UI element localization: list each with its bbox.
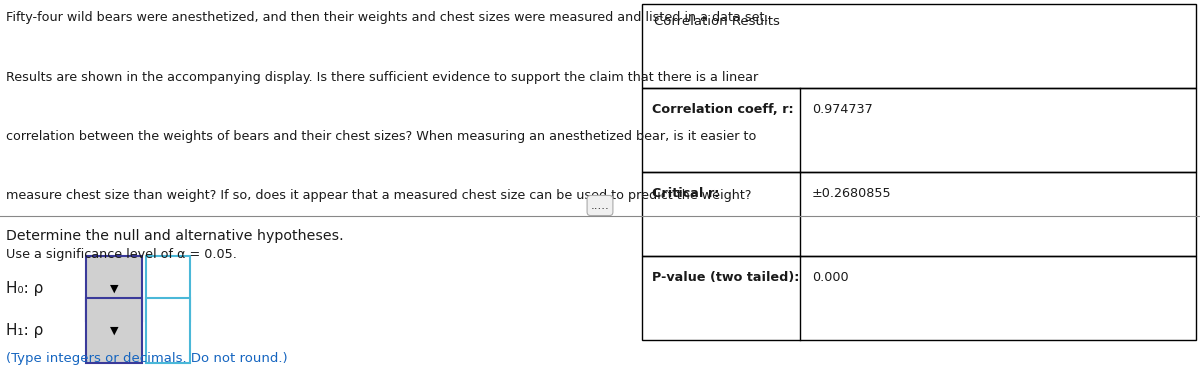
Bar <box>642 4 1196 88</box>
Bar <box>642 172 1196 256</box>
Bar <box>146 256 190 321</box>
Text: ±0.2680855: ±0.2680855 <box>812 187 892 200</box>
Bar <box>642 256 1196 340</box>
Text: Correlation Results: Correlation Results <box>654 15 780 28</box>
Text: H₀: ρ: H₀: ρ <box>6 281 43 296</box>
Text: H₁: ρ: H₁: ρ <box>6 323 43 338</box>
Bar <box>146 298 190 363</box>
Text: Critical r:: Critical r: <box>652 187 719 200</box>
Text: measure chest size than weight? If so, does it appear that a measured chest size: measure chest size than weight? If so, d… <box>6 189 751 202</box>
Text: 0.974737: 0.974737 <box>812 103 872 116</box>
Text: Use a significance level of α = 0.05.: Use a significance level of α = 0.05. <box>6 248 236 261</box>
Text: 0.000: 0.000 <box>812 271 848 284</box>
Bar <box>86 298 142 363</box>
Text: Fifty-four wild bears were anesthetized, and then their weights and chest sizes : Fifty-four wild bears were anesthetized,… <box>6 11 769 24</box>
Text: correlation between the weights of bears and their chest sizes? When measuring a: correlation between the weights of bears… <box>6 130 756 143</box>
Bar <box>642 88 1196 172</box>
Bar <box>86 256 142 321</box>
Text: .....: ..... <box>590 199 610 212</box>
Text: Results are shown in the accompanying display. Is there sufficient evidence to s: Results are shown in the accompanying di… <box>6 71 758 84</box>
Text: Determine the null and alternative hypotheses.: Determine the null and alternative hypot… <box>6 229 343 243</box>
Text: ▼: ▼ <box>109 283 119 293</box>
Text: (Type integers or decimals. Do not round.): (Type integers or decimals. Do not round… <box>6 352 288 365</box>
Text: Correlation coeff, r:: Correlation coeff, r: <box>652 103 793 116</box>
Text: P-value (two tailed):: P-value (two tailed): <box>652 271 799 284</box>
Text: ▼: ▼ <box>109 325 119 335</box>
